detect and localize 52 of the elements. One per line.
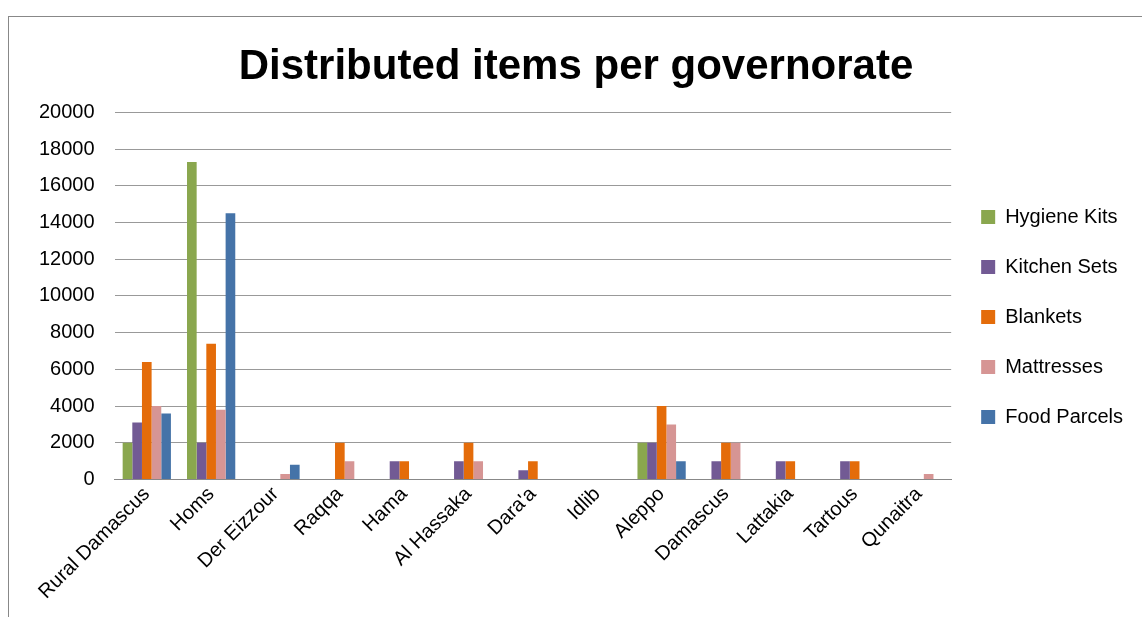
y-tick-label: 8000 — [50, 320, 95, 343]
bar — [849, 461, 860, 479]
bar — [785, 461, 796, 479]
bar — [215, 409, 226, 479]
bar — [721, 442, 731, 479]
bar — [187, 161, 197, 479]
bar — [389, 461, 400, 479]
y-tick-label: 20000 — [38, 99, 95, 122]
y-tick-label: 12000 — [38, 246, 95, 269]
chart-title: Distributed items per governorate — [238, 40, 914, 88]
bar — [637, 442, 648, 479]
y-tick-label: 16000 — [38, 173, 95, 196]
bar — [711, 461, 722, 479]
bar — [196, 442, 207, 479]
y-tick-label: 18000 — [38, 136, 95, 159]
bar — [676, 461, 686, 479]
y-tick-label: 0 — [83, 467, 95, 490]
legend-label: Food Parcels — [1005, 404, 1124, 427]
bar — [289, 464, 300, 479]
x-tick-label: Idlib — [562, 482, 604, 524]
y-tick-label: 2000 — [50, 430, 95, 453]
bar — [775, 461, 786, 479]
bar — [335, 442, 345, 479]
bar — [730, 442, 741, 479]
legend-label: Hygiene Kits — [1005, 204, 1118, 227]
bar — [647, 442, 657, 479]
bar — [454, 461, 464, 479]
bar — [280, 474, 290, 479]
bar — [463, 442, 474, 479]
bar — [132, 422, 142, 479]
bar — [399, 461, 410, 479]
legend-label: Kitchen Sets — [1005, 254, 1118, 277]
bar — [161, 413, 171, 479]
bar — [518, 470, 529, 479]
bar — [840, 461, 850, 479]
bar — [656, 406, 667, 479]
y-tick-label: 4000 — [50, 393, 95, 416]
bar — [473, 461, 484, 479]
bar — [666, 424, 677, 479]
bar — [151, 406, 162, 479]
y-tick-label: 14000 — [38, 210, 95, 233]
bar — [225, 213, 236, 479]
bar — [122, 442, 133, 479]
legend-label: Mattresses — [1005, 354, 1103, 377]
y-tick-label: 6000 — [50, 356, 95, 379]
bar — [923, 474, 934, 479]
bar — [206, 343, 216, 479]
bar — [141, 362, 152, 479]
legend-label: Blankets — [1005, 304, 1082, 327]
y-tick-label: 10000 — [38, 283, 95, 306]
bar — [344, 461, 355, 479]
bar — [528, 461, 538, 479]
